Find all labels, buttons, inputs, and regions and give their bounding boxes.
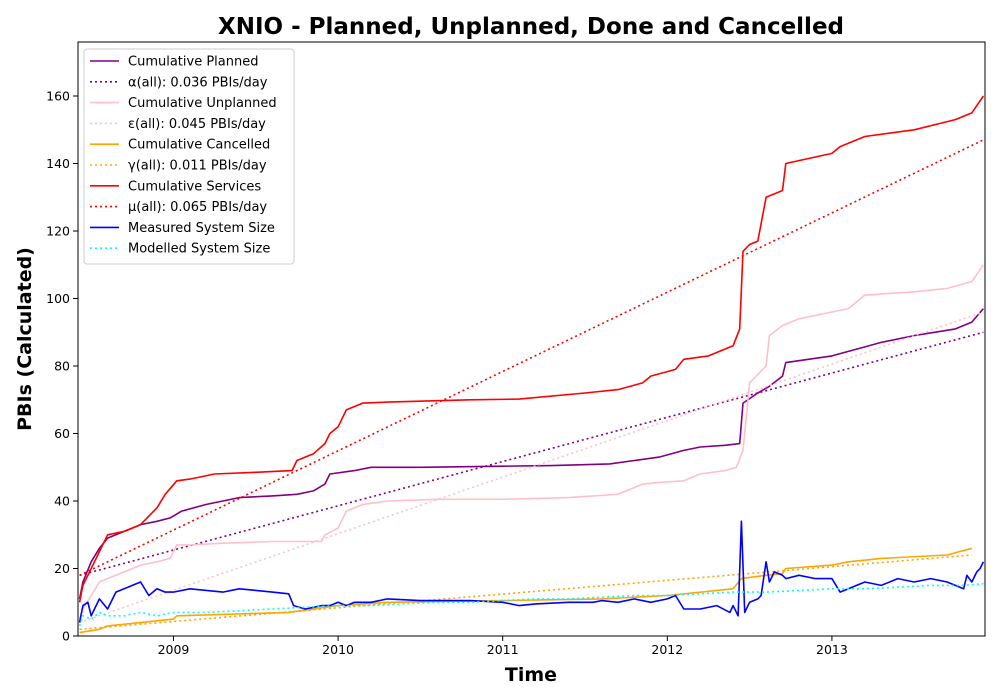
series-layer bbox=[78, 95, 985, 634]
y-axis-ticks: 0 20 40 60 80 100 120 140 160 bbox=[46, 89, 78, 644]
x-axis-ticks: 2009 2010 2011 2012 2013 bbox=[158, 636, 848, 657]
legend-frame bbox=[83, 48, 295, 265]
legend-label: Measured System Size bbox=[128, 221, 275, 236]
y-axis-label: PBIs (Calculated) bbox=[14, 247, 36, 431]
y-tick-label: 140 bbox=[46, 156, 70, 171]
legend-label: γ(all): 0.011 PBIs/day bbox=[128, 159, 267, 174]
series-line-modelled-system-size bbox=[78, 582, 984, 627]
x-tick-label: 2011 bbox=[487, 642, 519, 657]
y-tick-label: 40 bbox=[54, 494, 70, 509]
legend-label: Cumulative Cancelled bbox=[128, 138, 270, 153]
x-tick-label: 2012 bbox=[651, 642, 683, 657]
y-tick-label: 60 bbox=[54, 426, 70, 441]
legend-label: Cumulative Unplanned bbox=[128, 96, 277, 111]
x-tick-label: 2010 bbox=[322, 642, 354, 657]
series-line-all-0-065-pbis-day bbox=[79, 139, 984, 577]
series-line-cumulative-unplanned bbox=[78, 264, 985, 620]
axes-frame bbox=[77, 41, 986, 637]
y-tick-label: 160 bbox=[46, 89, 70, 104]
series-line-all-0-045-pbis-day bbox=[79, 311, 984, 624]
x-tick-label: 2013 bbox=[816, 642, 848, 657]
x-tick-label: 2009 bbox=[158, 642, 190, 657]
legend: Cumulative Planned α(all): 0.036 PBIs/day… bbox=[83, 48, 295, 265]
y-tick-label: 0 bbox=[62, 629, 70, 644]
plot-area bbox=[78, 95, 985, 634]
legend-label: α(all): 0.036 PBIs/day bbox=[128, 75, 268, 90]
legend-label: Modelled System Size bbox=[128, 242, 270, 257]
legend-label: Cumulative Planned bbox=[128, 55, 258, 70]
chart-title: XNIO - Planned, Unplanned, Done and Canc… bbox=[218, 14, 844, 40]
y-tick-label: 80 bbox=[54, 359, 70, 374]
series-line-cumulative-services bbox=[78, 95, 985, 603]
y-tick-label: 100 bbox=[46, 291, 70, 306]
y-tick-label: 120 bbox=[46, 224, 70, 239]
series-line-all-0-011-pbis-day bbox=[79, 554, 972, 631]
x-axis-label: Time bbox=[505, 664, 557, 686]
legend-label: ε(all): 0.045 PBIs/day bbox=[128, 117, 266, 132]
series-line-measured-system-size bbox=[78, 520, 985, 623]
legend-label: Cumulative Services bbox=[128, 179, 261, 194]
series-line-cumulative-planned bbox=[78, 308, 985, 600]
series-line-all-0-036-pbis-day bbox=[79, 331, 984, 577]
legend-label: μ(all): 0.065 PBIs/day bbox=[128, 200, 267, 215]
y-tick-label: 20 bbox=[54, 561, 70, 576]
